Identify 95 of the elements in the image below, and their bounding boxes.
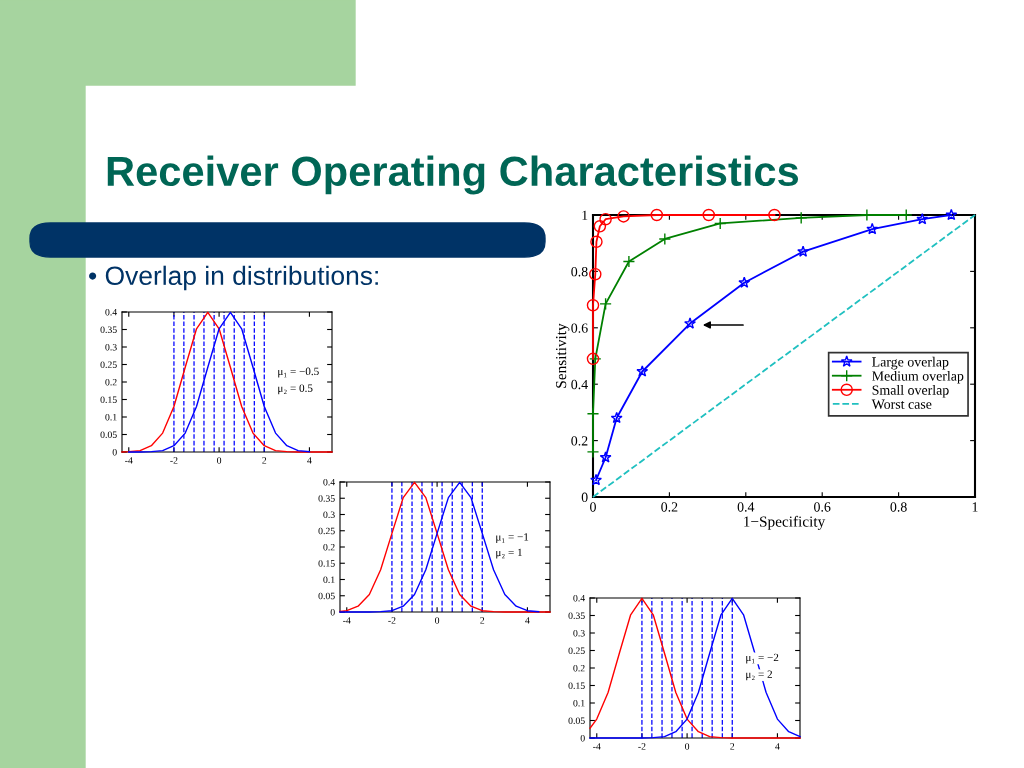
text: Receiver Operating Characteristics [107, 155, 799, 195]
x-tick-label: 0 [685, 743, 690, 750]
point [658, 232, 672, 246]
point [866, 222, 879, 235]
y-tick-label: 0.3 [573, 629, 585, 637]
x-tick-label: -4 [593, 743, 601, 750]
y-tick-label: 0 [112, 448, 117, 456]
point [702, 208, 715, 222]
y-tick-label: 0.3 [323, 511, 335, 519]
y-tick-label: 0.4 [105, 308, 117, 316]
x-tick-label: 4 [525, 617, 530, 624]
point [916, 212, 929, 225]
y-tick-label: 0.05 [318, 592, 335, 600]
y-tick-label: 0.35 [318, 495, 335, 502]
y-tick-label: 0.4 [573, 594, 585, 602]
x-tick-label: 1 [972, 502, 978, 512]
point [610, 411, 623, 424]
annotation: μ₂ = 1 [496, 548, 522, 559]
point [684, 317, 697, 329]
point [650, 208, 664, 222]
point [768, 208, 781, 222]
point [945, 208, 958, 221]
x-tick-label: -4 [125, 457, 133, 464]
x-tick-label: 0 [217, 457, 222, 464]
text: • Overlap in distributions: [89, 265, 378, 291]
point [589, 267, 602, 281]
annotation: μ₁ = −1 [496, 533, 529, 543]
y-tick-label: 0.8 [571, 266, 588, 277]
x-axis-title: 1−Specificity [744, 515, 826, 530]
legend-label: Small overlap [872, 385, 949, 398]
point [617, 210, 630, 223]
y-tick-label: 0.3 [105, 343, 117, 351]
point [797, 245, 810, 257]
y-tick-label: 0.2 [571, 436, 588, 446]
legend-label: Large overlap [872, 356, 949, 370]
x-tick-label: -2 [388, 617, 396, 624]
x-tick-label: 2 [730, 743, 735, 750]
x-tick-label: 0.8 [890, 502, 907, 512]
point [794, 211, 808, 225]
point [586, 445, 600, 459]
legend-label: Medium overlap [872, 370, 964, 384]
legend-label: Worst case [871, 399, 932, 409]
y-tick-label: 1 [582, 210, 588, 220]
x-tick-label: 0 [590, 502, 596, 512]
x-tick-label: 2 [480, 617, 485, 624]
y-tick-label: 0.6 [571, 323, 588, 333]
y-tick-label: 0.4 [571, 379, 588, 390]
point [593, 220, 607, 233]
y-tick-label: 0.15 [100, 396, 117, 404]
y-axis-title: Sensitivity [555, 323, 570, 388]
y-tick-label: 0.4 [323, 478, 335, 486]
point [738, 276, 751, 288]
y-tick-label: 0.25 [568, 647, 585, 655]
y-tick-label: 0.1 [323, 576, 335, 584]
y-tick-label: 0.35 [100, 326, 117, 334]
y-tick-label: 0 [581, 492, 588, 502]
point [586, 407, 600, 421]
y-tick-label: 0.1 [105, 413, 117, 421]
y-tick-label: 0.15 [568, 682, 585, 690]
point [599, 451, 612, 463]
point [622, 255, 636, 268]
x-tick-label: 0.2 [661, 502, 678, 512]
x-tick-label: 4 [307, 457, 312, 464]
y-tick-label: 0.25 [100, 361, 117, 369]
annotation: μ₁ = −2 [746, 653, 779, 664]
point [599, 212, 612, 226]
annotation: μ₂ = 2 [746, 670, 772, 681]
point [599, 297, 612, 311]
x-tick-label: -4 [343, 617, 351, 624]
y-tick-label: 0.1 [573, 699, 585, 707]
point [590, 473, 603, 486]
x-tick-label: -2 [638, 743, 646, 750]
point [713, 217, 727, 230]
y-tick-label: 0 [580, 734, 585, 742]
y-tick-label: 0.05 [100, 431, 117, 439]
y-tick-label: 0.05 [568, 717, 585, 725]
y-tick-label: 0.25 [318, 527, 335, 535]
y-tick-label: 0.35 [568, 612, 585, 620]
point [586, 298, 600, 312]
x-tick-label: 0.4 [737, 502, 755, 512]
y-tick-label: 0.15 [318, 560, 335, 567]
x-tick-label: 0 [435, 617, 440, 624]
x-tick-label: -2 [170, 457, 178, 464]
point [636, 365, 649, 377]
y-tick-label: 0.2 [105, 378, 117, 386]
y-tick-label: 0 [330, 608, 335, 616]
x-tick-label: 4 [775, 743, 780, 750]
y-tick-label: 0.2 [323, 543, 335, 551]
y-tick-label: 0.2 [573, 664, 585, 672]
point [590, 235, 603, 249]
annotation: μ₂ = 0.5 [278, 384, 313, 395]
x-tick-label: 0.6 [814, 502, 831, 512]
line-series [589, 597, 801, 739]
x-tick-label: 2 [262, 457, 267, 464]
annotation: μ₁ = −0.5 [278, 367, 319, 378]
